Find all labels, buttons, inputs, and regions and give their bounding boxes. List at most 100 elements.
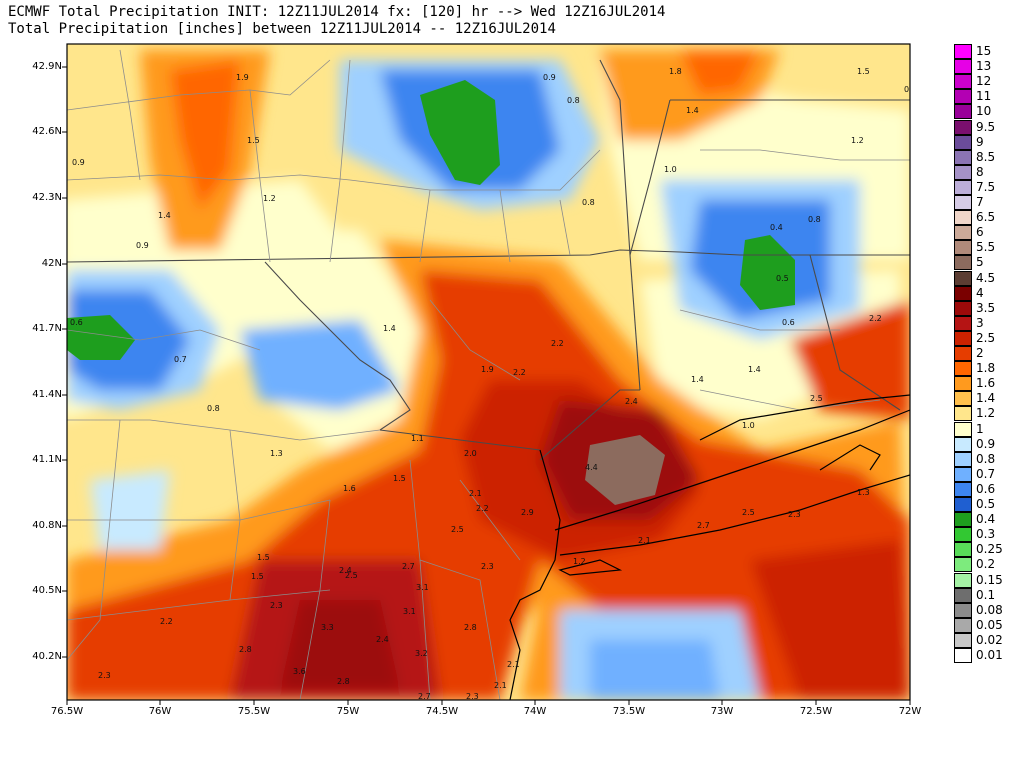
contour-label: 2.3 (788, 510, 801, 519)
legend-swatch (954, 346, 972, 361)
contour-label: 2.5 (345, 571, 358, 580)
legend-item: 0.1 (954, 587, 1020, 603)
contour-label: 1.0 (664, 165, 677, 174)
contour-label: 0.7 (174, 355, 187, 364)
legend-item: 12 (954, 74, 1020, 90)
legend-label: 8.5 (976, 149, 996, 164)
legend-label: 6 (976, 225, 984, 240)
legend-swatch (954, 572, 972, 588)
legend-item: 11 (954, 89, 1020, 105)
legend-label: 0.01 (976, 648, 1003, 662)
legend-item: 1.2 (954, 406, 1020, 422)
legend-label: 7.5 (976, 179, 996, 194)
legend-item: 1 (954, 421, 1020, 437)
contour-label: 2.2 (513, 368, 526, 377)
contour-label: 1.3 (857, 488, 870, 497)
lon-label: 72.5W (799, 706, 833, 717)
legend-item: 2.5 (954, 330, 1020, 346)
contour-label: 1.4 (748, 365, 761, 374)
legend-label: 1.2 (976, 406, 996, 421)
precip-field: 1.9 1.5 1.4 1.2 0.9 0.9 0.9 0.8 0.8 1.8 … (67, 44, 910, 701)
legend-label: 0.6 (976, 481, 996, 496)
legend-item: 15 (954, 44, 1020, 59)
contour-label: 2.3 (270, 601, 283, 610)
precip-region-green (740, 235, 795, 310)
legend-label: 1 (976, 421, 984, 436)
contour-label: 0.8 (808, 215, 821, 224)
contour-label: 0.9 (543, 73, 556, 82)
legend-swatch (954, 285, 972, 301)
contour-label: 0.8 (582, 198, 595, 207)
legend-item: 10 (954, 104, 1020, 120)
legend-swatch (954, 361, 972, 377)
legend-swatch (954, 481, 972, 497)
lat-label: 41.4N (32, 389, 62, 400)
contour-label: 0.5 (776, 274, 789, 283)
lat-label: 41.1N (32, 454, 62, 465)
contour-label: 2.3 (98, 671, 111, 680)
legend-label: 5.5 (976, 240, 996, 255)
contour-label: 0.4 (770, 223, 783, 232)
lat-label: 42.6N (32, 126, 62, 137)
contour-label: 1.5 (247, 136, 260, 145)
legend-swatch (954, 451, 972, 467)
legend-swatch (954, 648, 972, 663)
legend-swatch (954, 632, 972, 648)
contour-label: 2.1 (494, 681, 507, 690)
contour-label: 0.6 (782, 318, 795, 327)
legend-item: 13 (954, 59, 1020, 75)
legend-item: 0.05 (954, 617, 1020, 633)
color-legend: 15 13 12 11 10 9.5 9 8.5 8 7.5 7 6.5 6 5.5 5 4.5 4 3.5 3 2.… (954, 44, 1020, 680)
legend-swatch (954, 587, 972, 603)
contour-label: 3.2 (415, 649, 428, 658)
lat-label: 41.7N (32, 323, 62, 334)
precip-region-darkred (280, 600, 400, 690)
legend-label: 12 (976, 74, 992, 89)
legend-label: 1.6 (976, 376, 996, 391)
legend-swatch (954, 134, 972, 150)
chart-title: ECMWF Total Precipitation INIT: 12Z11JUL… (8, 4, 666, 20)
legend-label: 11 (976, 89, 992, 104)
legend-swatch (954, 406, 972, 422)
legend-item: 4 (954, 285, 1020, 301)
precip-region-blue (240, 320, 400, 410)
legend-swatch (954, 104, 972, 120)
contour-label: 2.2 (551, 339, 564, 348)
contour-label: 2.5 (810, 394, 823, 403)
legend-item: 0.8 (954, 451, 1020, 467)
contour-label: 1.2 (851, 136, 864, 145)
contour-label: 2.7 (402, 562, 415, 571)
legend-label: 0.7 (976, 466, 996, 481)
legend-label: 6.5 (976, 210, 996, 225)
lon-label: 74.5W (425, 706, 459, 717)
contour-label: 2.7 (418, 692, 431, 701)
contour-label: 1.5 (251, 572, 264, 581)
contour-label: 2.8 (464, 623, 477, 632)
contour-label: 1.4 (158, 211, 171, 220)
contour-label: 1.5 (257, 553, 270, 562)
legend-label: 0.4 (976, 512, 996, 527)
legend-label: 0.15 (976, 572, 1003, 587)
legend-item: 0.15 (954, 572, 1020, 588)
legend-label: 0.05 (976, 617, 1003, 632)
lon-label: 75.5W (237, 706, 271, 717)
contour-label: 2.5 (742, 508, 755, 517)
lon-label: 76W (148, 706, 172, 717)
lat-label: 40.8N (32, 520, 62, 531)
legend-swatch (954, 179, 972, 195)
contour-label: 1.9 (481, 365, 494, 374)
contour-label: 2.4 (376, 635, 389, 644)
legend-item: 9.5 (954, 119, 1020, 135)
lat-label: 42.3N (32, 192, 62, 203)
legend-item: 3 (954, 315, 1020, 331)
map-frame (66, 43, 911, 701)
contour-label: 2.4 (339, 566, 352, 575)
contour-label: 2.1 (507, 660, 520, 669)
contour-label: 2.8 (337, 677, 350, 686)
legend-label: 9.5 (976, 119, 996, 134)
legend-item: 9 (954, 134, 1020, 150)
legend-swatch (954, 149, 972, 165)
contour-label: 1.8 (669, 67, 682, 76)
contour-label: 0.8 (207, 404, 220, 413)
